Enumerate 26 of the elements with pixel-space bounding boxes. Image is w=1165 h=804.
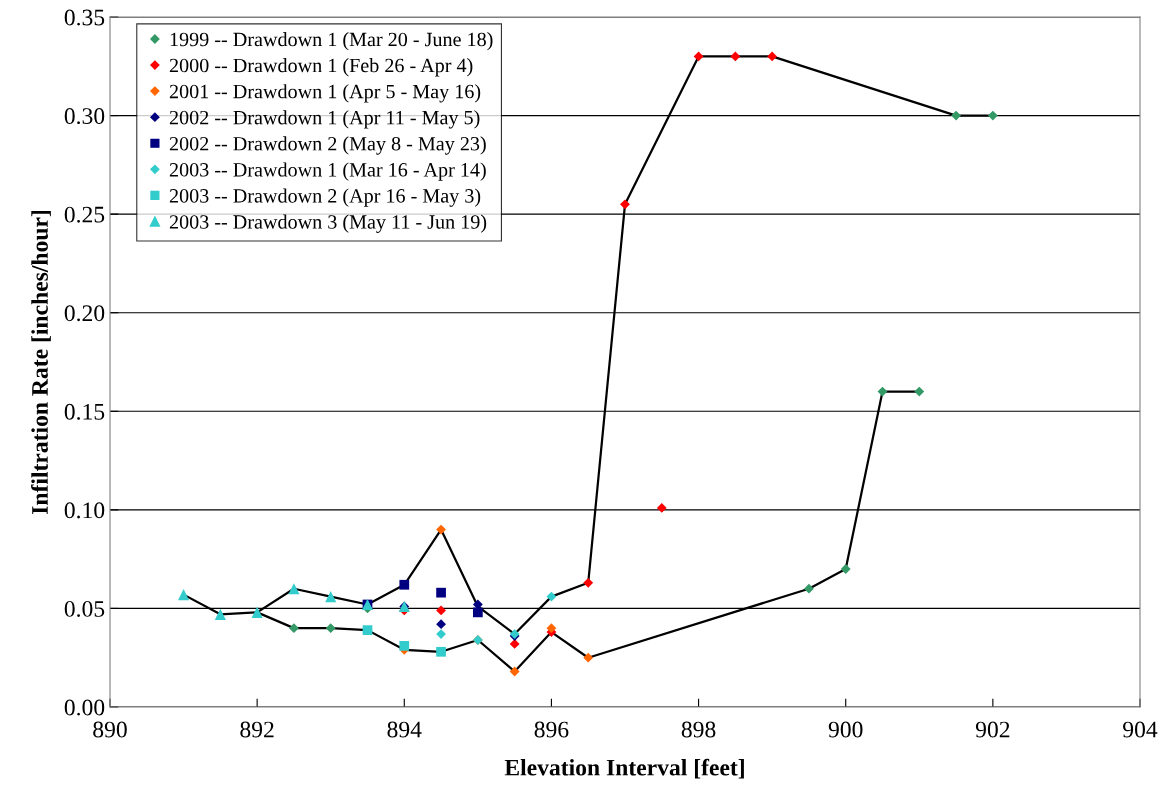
x-tick-label: 892 — [240, 721, 274, 738]
y-tick-label: 0.20 — [64, 305, 105, 322]
legend-label: 2003 -- Drawdown 3 (May 11 - Jun 19) — [169, 214, 487, 233]
y-tick-label: 0.00 — [64, 699, 105, 716]
y-tick-label: 0.35 — [64, 9, 105, 26]
y-tick-label: 0.15 — [64, 403, 105, 420]
legend-label: 1999 -- Drawdown 1 (Mar 20 - June 18) — [170, 32, 493, 51]
x-tick-label: 902 — [975, 721, 1010, 738]
x-tick-label: 894 — [387, 721, 422, 738]
x-tick-label: 896 — [534, 721, 569, 738]
y-tick-label: 0.05 — [64, 600, 105, 617]
x-tick-label: 904 — [1123, 721, 1158, 738]
legend-label: 2003 -- Drawdown 1 (Mar 16 - Apr 14) — [169, 162, 486, 181]
legend-label: 2003 -- Drawdown 2 (Apr 16 - May 3) — [169, 188, 481, 207]
y-axis-title: Infiltration Rate [inches/hour] — [31, 210, 51, 515]
y-tick-label: 0.30 — [64, 108, 105, 125]
x-tick-label: 900 — [828, 721, 863, 738]
legend-label: 2002 -- Drawdown 2 (May 8 - May 23) — [169, 136, 486, 155]
x-tick-label: 898 — [681, 721, 716, 738]
legend-label: 2001 -- Drawdown 1 (Apr 5 - May 16) — [169, 84, 481, 103]
y-tick-label: 0.10 — [64, 502, 105, 519]
x-axis-title: Elevation Interval [feet] — [504, 758, 744, 779]
legend-label: 2000 -- Drawdown 1 (Feb 26 - Apr 4) — [169, 58, 473, 77]
legend-label: 2002 -- Drawdown 1 (Apr 11 - May 5) — [169, 110, 480, 129]
y-tick-label: 0.25 — [64, 206, 105, 223]
x-tick-label: 890 — [93, 721, 127, 738]
